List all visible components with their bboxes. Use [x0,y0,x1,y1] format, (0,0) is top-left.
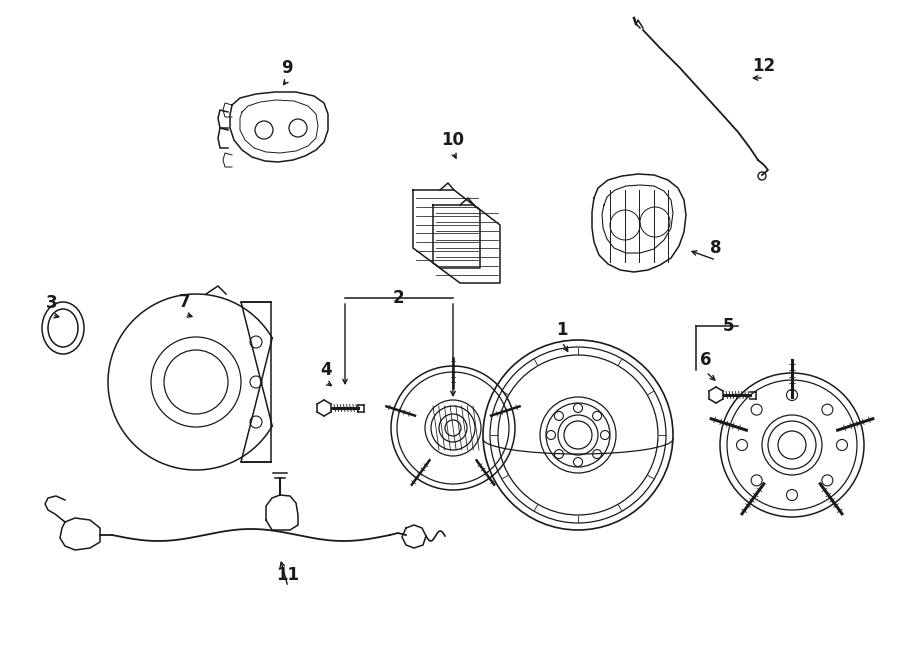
Text: 7: 7 [179,293,191,311]
Text: 2: 2 [392,289,404,307]
Text: 6: 6 [700,351,712,369]
Text: 11: 11 [276,566,300,584]
Text: 3: 3 [46,294,58,312]
Text: 4: 4 [320,361,332,379]
Text: 9: 9 [281,59,292,77]
Text: 10: 10 [442,131,464,149]
Text: 8: 8 [710,239,722,257]
Text: 1: 1 [556,321,568,339]
Text: 12: 12 [752,57,776,75]
Text: 5: 5 [722,317,734,335]
